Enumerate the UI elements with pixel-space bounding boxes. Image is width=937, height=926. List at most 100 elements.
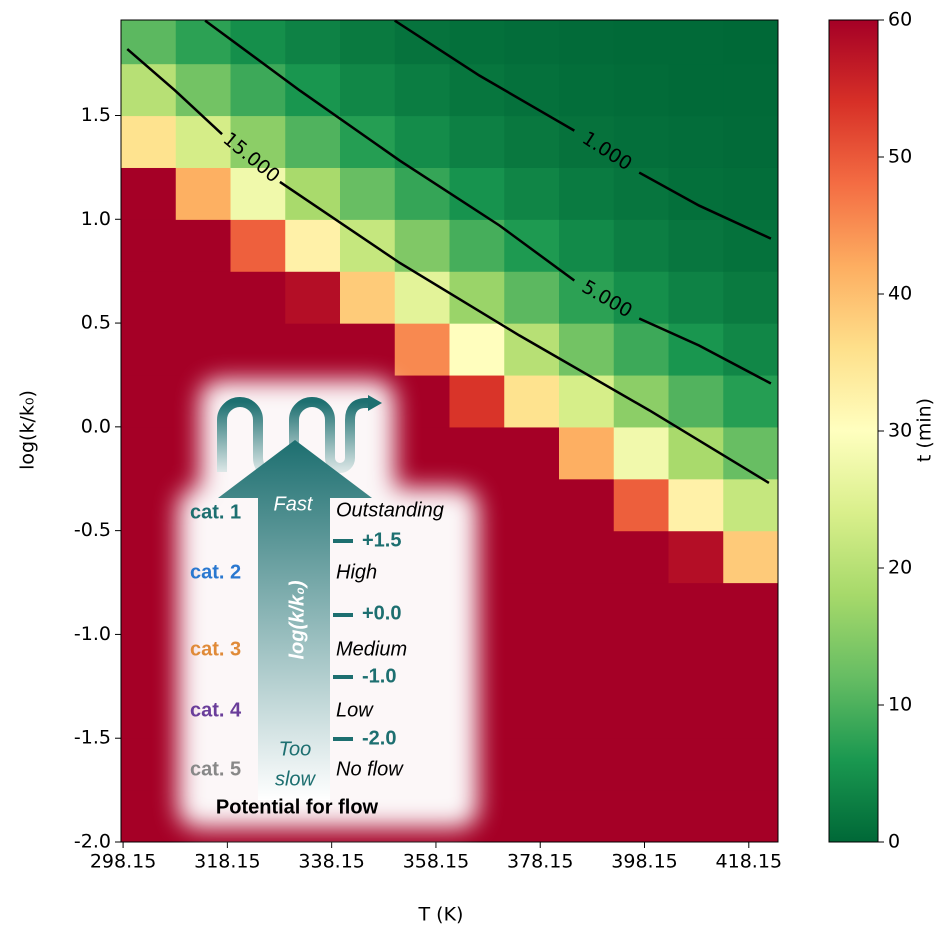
arrow-bottom: slow: [275, 768, 317, 790]
heat-cell: [504, 271, 560, 324]
heat-cell: [504, 790, 560, 842]
heat-cell: [230, 167, 286, 220]
tube-arrowhead: [368, 395, 382, 411]
arrow-label: log(k/k₀): [286, 580, 308, 659]
colorbar-tick-label: 0: [888, 831, 900, 853]
y-axis-label: log(k/k₀): [17, 390, 39, 470]
heat-cell: [559, 530, 615, 584]
heat-cell: [230, 63, 286, 117]
x-tick-label: 298.15: [90, 851, 156, 873]
heat-cell: [394, 115, 451, 168]
x-tick-label: 378.15: [507, 851, 573, 873]
heat-cell: [121, 63, 177, 117]
heat-cell: [723, 20, 778, 65]
heat-cell: [723, 686, 778, 739]
heat-cell: [121, 790, 177, 842]
heat-cell: [121, 271, 177, 324]
heat-cell: [559, 115, 615, 168]
heat-cell: [559, 478, 615, 532]
category: cat. 5: [190, 758, 241, 780]
heat-cell: [394, 323, 451, 376]
category: cat. 4: [190, 699, 242, 721]
heat-cell: [723, 634, 778, 687]
rating: High: [336, 561, 377, 583]
heat-cell: [449, 374, 505, 428]
heat-cell: [340, 323, 396, 376]
heat-cell: [285, 167, 341, 220]
heat-cell: [668, 426, 724, 480]
heat-cell: [449, 219, 505, 272]
heat-cell: [559, 686, 615, 739]
heat-cell: [121, 323, 177, 376]
heat-cell: [723, 790, 778, 842]
heat-cell: [175, 167, 232, 220]
heat-cell: [559, 63, 615, 117]
y-tick-label: -1.0: [74, 623, 111, 645]
heat-cell: [613, 790, 670, 842]
heat-cell: [613, 530, 670, 584]
heat-cell: [613, 426, 670, 480]
heat-cell: [613, 634, 670, 687]
colorbar-tick-label: 40: [888, 283, 912, 305]
category: cat. 2: [190, 561, 241, 583]
heat-cell: [559, 738, 615, 791]
x-tick-label: 398.15: [611, 851, 677, 873]
y-tick-label: 1.0: [81, 208, 111, 230]
heat-cell: [285, 323, 341, 376]
heat-cell: [449, 115, 505, 168]
axes: 298.15 318.15 338.15 358.15 378.15 398.15 418.…: [74, 104, 782, 873]
heat-cell: [723, 530, 778, 584]
threshold-dashes: [333, 539, 353, 741]
arrow-bottom: Too: [279, 738, 312, 760]
contour-line: [394, 20, 772, 240]
heat-cell: [230, 271, 286, 324]
rating: Outstanding: [336, 499, 444, 521]
heat-cell: [175, 323, 232, 376]
heat-cell: [613, 63, 670, 117]
heat-cell: [668, 634, 724, 687]
heat-cell: [121, 478, 177, 532]
heat-cell: [121, 530, 177, 584]
heat-cell: [394, 374, 451, 428]
heat-cell: [175, 115, 232, 168]
heat-cell: [121, 20, 177, 65]
heat-cell: [394, 426, 451, 480]
heat-cell: [559, 167, 615, 220]
contour-line: [126, 48, 770, 484]
heat-cell: [559, 374, 615, 428]
plot-frame: [120, 19, 779, 843]
heat-cell: [230, 20, 286, 65]
heat-cell: [613, 219, 670, 272]
heat-cell: [504, 20, 560, 65]
heat-cell: [668, 63, 724, 117]
arrow-top: Fast: [274, 493, 314, 515]
heat-cell: [121, 738, 177, 791]
heat-cell: [340, 271, 396, 324]
x-tick-label: 338.15: [298, 851, 364, 873]
heat-cell: [230, 115, 286, 168]
heat-cell: [121, 426, 177, 480]
arrow: [218, 440, 372, 800]
heat-cell: [230, 219, 286, 272]
rating: Low: [336, 699, 374, 721]
heat-cell: [559, 582, 615, 636]
heat-cell: [668, 323, 724, 376]
heat-cell: [668, 582, 724, 636]
heat-cell: [723, 323, 778, 376]
heat-cell: [504, 478, 560, 532]
heat-cell: [668, 20, 724, 65]
heat-cell: [723, 738, 778, 791]
heat-cell: [668, 115, 724, 168]
x-tick-label: 358.15: [403, 851, 469, 873]
y-tick-label: -0.5: [74, 519, 111, 541]
category: cat. 3: [190, 638, 241, 660]
heat-cell: [668, 271, 724, 324]
heat-cell: [559, 271, 615, 324]
heat-cell: [449, 20, 505, 65]
heat-cell: [449, 323, 505, 376]
heat-cell: [121, 115, 177, 168]
y-tick-label: 0.0: [81, 415, 111, 437]
heat-cell: [340, 167, 396, 220]
colorbar-tick-label: 30: [888, 420, 912, 442]
